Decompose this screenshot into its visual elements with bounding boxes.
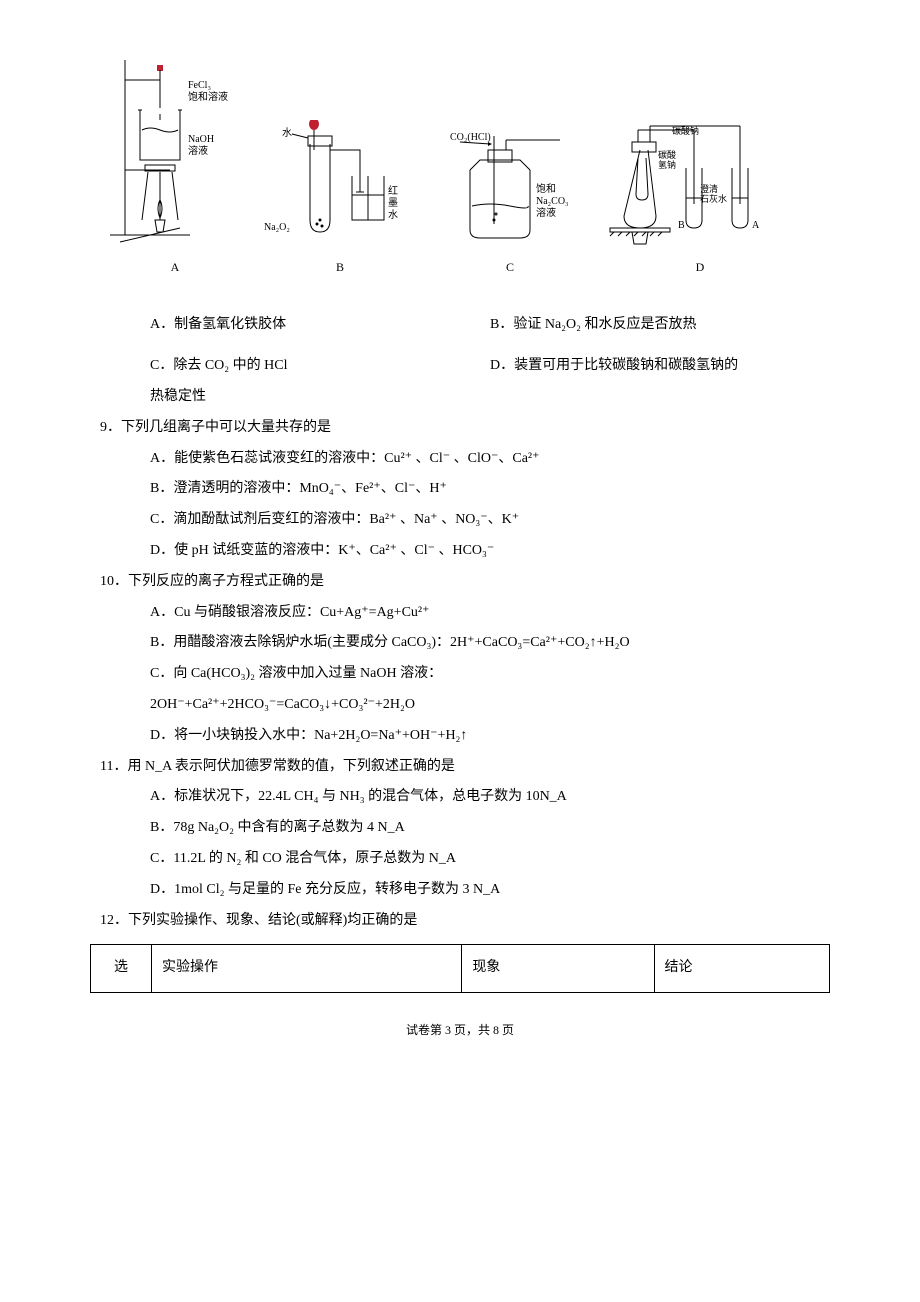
q11-opt-b: B．78g Na₂O₂ 中含有的离子总数为 4 N_A bbox=[90, 813, 830, 844]
q11-opt-d: D．1mol Cl₂ 与足量的 Fe 充分反应，转移电子数为 3 N_A bbox=[90, 875, 830, 906]
q10-opt-c2: 2OH⁻+Ca²⁺+2HCO₃⁻=CaCO₃↓+CO₃²⁻+2H₂O bbox=[90, 690, 830, 721]
svg-text:氢钠: 氢钠 bbox=[658, 159, 676, 170]
svg-text:A: A bbox=[752, 220, 760, 231]
q10-opt-d: D．将一小块钠投入水中：Na+2H₂O=Na⁺+OH⁻+H₂↑ bbox=[90, 721, 830, 752]
q11-opt-c: C．11.2L 的 N₂ 和 CO 混合气体，原子总数为 N_A bbox=[90, 844, 830, 875]
svg-text:Na₂O₂: Na₂O₂ bbox=[264, 222, 290, 233]
q10-opt-b: B．用醋酸溶液去除锅炉水垢(主要成分 CaCO₃)：2H⁺+CaCO₃=Ca²⁺… bbox=[90, 628, 830, 659]
q9-stem: 9．下列几组离子中可以大量共存的是 bbox=[90, 413, 830, 444]
q12-table: 选 实验操作 现象 结论 bbox=[90, 944, 830, 993]
diagram-b-letter: B bbox=[336, 254, 344, 280]
diagram-row: FeCl₃ 饱和溶液 NaOH 溶液 A bbox=[90, 60, 830, 280]
q8-options-row2: C．除去 CO₂ 中的 HCl D．装置可用于比较碳酸钠和碳酸氢钠的 bbox=[90, 351, 830, 382]
svg-text:水: 水 bbox=[388, 209, 398, 221]
diagram-d-letter: D bbox=[696, 254, 705, 280]
svg-text:NaOH: NaOH bbox=[188, 134, 214, 145]
svg-text:水: 水 bbox=[282, 127, 292, 139]
svg-text:FeCl₃: FeCl₃ bbox=[188, 80, 211, 91]
table-row: 选 实验操作 现象 结论 bbox=[91, 945, 830, 993]
q10-opt-a: A．Cu 与硝酸银溶液反应：Cu+Ag⁺=Ag+Cu²⁺ bbox=[90, 598, 830, 629]
page-footer: 试卷第 3 页，共 8 页 bbox=[90, 993, 830, 1051]
diagram-a: FeCl₃ 饱和溶液 NaOH 溶液 A bbox=[110, 60, 240, 280]
q8-options-row1: A．制备氢氧化铁胶体 B．验证 Na₂O₂ 和水反应是否放热 bbox=[90, 310, 830, 341]
diagram-c: CO₂(HCl) 饱和 Na₂CO₃ 溶液 C bbox=[440, 130, 580, 280]
q12-stem: 12．下列实验操作、现象、结论(或解释)均正确的是 bbox=[90, 906, 830, 937]
diagram-a-letter: A bbox=[171, 254, 180, 280]
diagram-b: 水 Na₂O₂ 红 墨 水 B bbox=[260, 120, 420, 280]
q9-opt-b: B．澄清透明的溶液中：MnO₄⁻、Fe²⁺、Cl⁻、H⁺ bbox=[90, 474, 830, 505]
svg-text:饱和: 饱和 bbox=[536, 183, 556, 195]
q8-opt-d: D．装置可用于比较碳酸钠和碳酸氢钠的 bbox=[490, 351, 830, 382]
q8-opt-d-cont: 热稳定性 bbox=[90, 382, 830, 413]
q11-stem: 11．用 N_A 表示阿伏加德罗常数的值，下列叙述正确的是 bbox=[90, 752, 830, 783]
q8-opt-b: B．验证 Na₂O₂ 和水反应是否放热 bbox=[490, 310, 830, 341]
svg-text:饱和溶液: 饱和溶液 bbox=[188, 90, 228, 103]
svg-text:溶液: 溶液 bbox=[188, 144, 208, 157]
q12-th-1: 实验操作 bbox=[152, 945, 462, 993]
q12-th-0: 选 bbox=[91, 945, 152, 993]
q8-opt-a: A．制备氢氧化铁胶体 bbox=[150, 310, 490, 341]
q9-opt-a: A．能使紫色石蕊试液变红的溶液中：Cu²⁺ 、Cl⁻ 、ClO⁻、Ca²⁺ bbox=[90, 444, 830, 475]
q9-opt-d: D．使 pH 试纸变蓝的溶液中：K⁺、Ca²⁺ 、Cl⁻ 、HCO₃⁻ bbox=[90, 536, 830, 567]
svg-text:B: B bbox=[678, 220, 685, 231]
page: FeCl₃ 饱和溶液 NaOH 溶液 A bbox=[0, 0, 920, 1302]
svg-text:碳酸钠: 碳酸钠 bbox=[672, 125, 699, 136]
q10-stem: 10．下列反应的离子方程式正确的是 bbox=[90, 567, 830, 598]
svg-text:溶液: 溶液 bbox=[536, 206, 556, 219]
q10-opt-c1: C．向 Ca(HCO₃)₂ 溶液中加入过量 NaOH 溶液： bbox=[90, 659, 830, 690]
q8-opt-c: C．除去 CO₂ 中的 HCl bbox=[150, 351, 490, 382]
q12-th-3: 结论 bbox=[654, 945, 830, 993]
svg-text:石灰水: 石灰水 bbox=[700, 193, 727, 204]
q9-opt-c: C．滴加酚酞试剂后变红的溶液中：Ba²⁺ 、Na⁺ 、NO₃⁻、K⁺ bbox=[90, 505, 830, 536]
svg-text:墨: 墨 bbox=[388, 197, 398, 209]
q12-th-2: 现象 bbox=[462, 945, 654, 993]
diagram-c-letter: C bbox=[506, 254, 514, 280]
svg-text:碳酸: 碳酸 bbox=[658, 149, 676, 160]
svg-text:CO₂(HCl): CO₂(HCl) bbox=[450, 132, 491, 143]
q11-opt-a: A．标准状况下，22.4L CH₄ 与 NH₃ 的混合气体，总电子数为 10N_… bbox=[90, 782, 830, 813]
svg-text:Na₂CO₃: Na₂CO₃ bbox=[536, 196, 569, 207]
svg-text:红: 红 bbox=[388, 184, 398, 197]
svg-text:澄清: 澄清 bbox=[700, 183, 718, 194]
diagram-d: 碳酸钠 碳酸 氢钠 澄清 石灰水 B A D bbox=[600, 120, 800, 280]
